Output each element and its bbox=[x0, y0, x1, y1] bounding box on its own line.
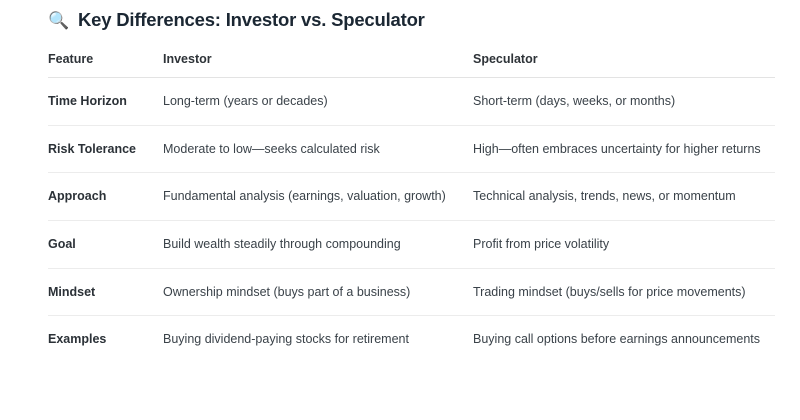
cell-investor: Moderate to low—seeks calculated risk bbox=[163, 125, 473, 174]
cell-speculator: Profit from price volatility bbox=[473, 220, 775, 269]
cell-feature: Goal bbox=[48, 220, 163, 269]
cell-speculator: Short-term (days, weeks, or months) bbox=[473, 77, 775, 126]
table-header-row: Feature Investor Speculator bbox=[48, 52, 775, 78]
cell-investor: Ownership mindset (buys part of a busine… bbox=[163, 268, 473, 317]
cell-speculator: Technical analysis, trends, news, or mom… bbox=[473, 172, 775, 221]
column-header-feature: Feature bbox=[48, 52, 163, 78]
table-row: Mindset Ownership mindset (buys part of … bbox=[48, 268, 775, 317]
comparison-table: Feature Investor Speculator Time Horizon… bbox=[48, 52, 775, 363]
cell-speculator: Buying call options before earnings anno… bbox=[473, 332, 760, 347]
magnifying-glass-icon: 🔍 bbox=[48, 10, 69, 30]
cell-feature: Approach bbox=[48, 172, 163, 221]
table-row: Goal Build wealth steadily through compo… bbox=[48, 220, 775, 269]
cell-speculator: High—often embraces uncertainty for high… bbox=[473, 125, 775, 174]
cell-feature: Examples bbox=[48, 332, 107, 347]
table-body: Time Horizon Long-term (years or decades… bbox=[48, 77, 775, 363]
cell-investor: Long-term (years or decades) bbox=[163, 77, 473, 126]
cell-feature: Mindset bbox=[48, 268, 163, 317]
cell-investor: Build wealth steadily through compoundin… bbox=[163, 220, 473, 269]
column-header-speculator: Speculator bbox=[473, 52, 775, 78]
table-row: Examples Buying dividend-paying stocks f… bbox=[48, 316, 775, 363]
cell-investor: Buying dividend-paying stocks for retire… bbox=[163, 332, 409, 347]
table-header: Feature Investor Speculator bbox=[48, 52, 775, 78]
cell-speculator: Trading mindset (buys/sells for price mo… bbox=[473, 268, 775, 317]
table-row: Time Horizon Long-term (years or decades… bbox=[48, 77, 775, 126]
page-title-text: Key Differences: Investor vs. Speculator bbox=[77, 9, 425, 30]
cell-investor: Fundamental analysis (earnings, valuatio… bbox=[163, 172, 473, 221]
column-header-investor: Investor bbox=[163, 52, 473, 78]
page-title: 🔍 Key Differences: Investor vs. Speculat… bbox=[48, 0, 776, 35]
cell-feature: Risk Tolerance bbox=[48, 125, 163, 174]
cell-feature: Time Horizon bbox=[48, 77, 163, 126]
table-row: Risk Tolerance Moderate to low—seeks cal… bbox=[48, 125, 775, 174]
table-row: Approach Fundamental analysis (earnings,… bbox=[48, 172, 775, 221]
